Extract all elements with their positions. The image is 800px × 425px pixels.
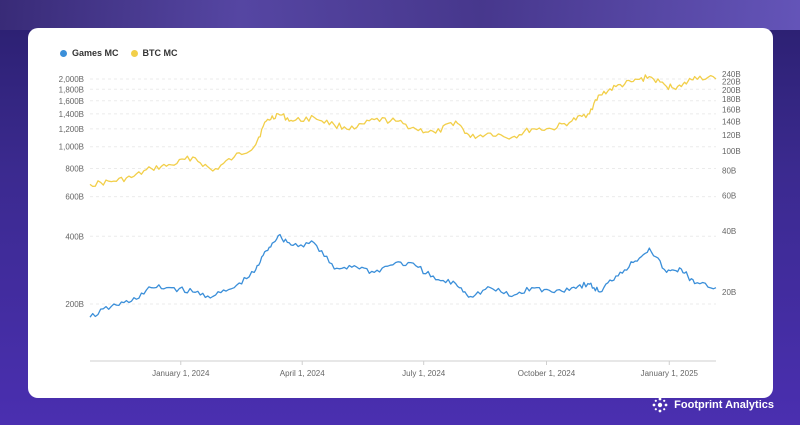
x-axis-tick-label: January 1, 2024 [152, 369, 210, 378]
chart-legend: Games MC BTC MC [60, 48, 178, 58]
legend-item-btc[interactable]: BTC MC [130, 48, 178, 58]
right-axis-tick-label: 240B [722, 70, 741, 79]
right-axis-tick-label: 120B [722, 131, 741, 140]
background-banner [0, 0, 800, 30]
left-axis-tick-label: 1,400B [59, 110, 84, 119]
left-axis-tick-label: 1,600B [59, 97, 84, 106]
left-axis-tick-label: 400B [65, 232, 84, 241]
x-axis-tick-label: October 1, 2024 [518, 369, 576, 378]
left-axis-tick-label: 600B [65, 193, 84, 202]
right-axis-tick-label: 80B [722, 166, 736, 175]
legend-label-games: Games MC [72, 48, 119, 58]
legend-dot-btc [130, 49, 138, 57]
left-axis-tick-label: 2,000B [59, 75, 84, 84]
legend-item-games[interactable]: Games MC [60, 48, 119, 58]
x-axis-tick-label: July 1, 2024 [402, 369, 446, 378]
left-axis-tick-label: 1,200B [59, 125, 84, 134]
left-axis-tick-label: 1,000B [59, 143, 84, 152]
left-axis-tick-label: 200B [65, 300, 84, 309]
right-axis-tick-label: 180B [722, 95, 741, 104]
legend-dot-games [60, 49, 67, 57]
right-axis-tick-label: 100B [722, 147, 741, 156]
left-axis-tick-label: 1,800B [59, 85, 84, 94]
footprint-logo-icon [652, 397, 668, 413]
right-axis-tick-label: 220B [722, 78, 741, 87]
right-axis-tick-label: 160B [722, 106, 741, 115]
right-axis-tick-label: 60B [722, 192, 736, 201]
legend-label-btc: BTC MC [142, 48, 178, 58]
chart-card: Games MC BTC MC 2,000B 1,800B 1,600B 1,400B… [28, 28, 773, 398]
x-axis-tick-label: April 1, 2024 [280, 369, 325, 378]
brand-name: Footprint Analytics [674, 399, 774, 411]
left-axis-tick-label: 800B [65, 165, 84, 174]
right-axis-tick-label: 140B [722, 117, 741, 126]
x-axis-tick-label: January 1, 2025 [641, 369, 699, 378]
btc-mc-series-line [89, 74, 717, 188]
footprint-brand: Footprint Analytics [652, 397, 774, 413]
right-axis-tick-label: 20B [722, 288, 736, 297]
right-axis-tick-label: 40B [722, 227, 736, 236]
right-axis-tick-label: 200B [722, 86, 741, 95]
games-mc-series-line [89, 233, 717, 318]
